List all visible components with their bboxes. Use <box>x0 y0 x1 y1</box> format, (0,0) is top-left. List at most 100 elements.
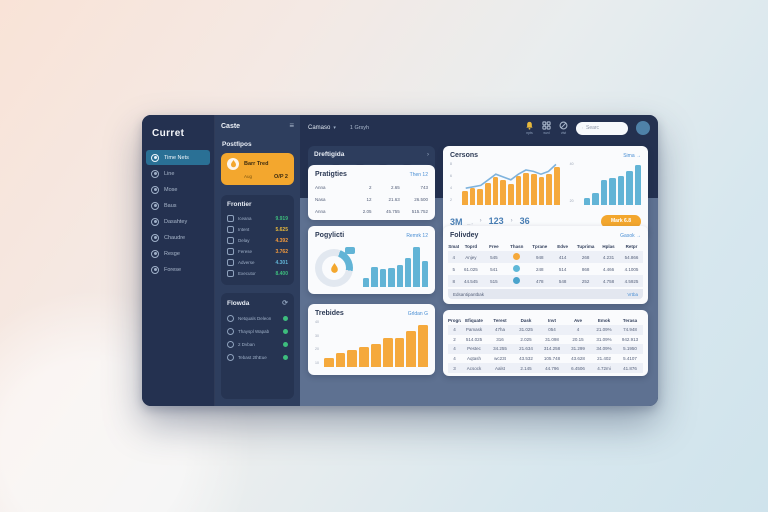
summary-table-card: Program Efiquate Terest Dask Invt Ave Emok Tera… <box>443 310 648 376</box>
metric-row[interactable]: Ferese 3.762 <box>227 246 288 257</box>
column-header: Free <box>489 243 499 249</box>
table-cell: 5.1950 <box>623 346 637 352</box>
table-cell: Pamask <box>465 327 483 333</box>
chart-bar <box>583 198 591 205</box>
footer-link[interactable]: Vrtba <box>627 291 638 297</box>
metric-value: 8.400 <box>275 270 288 277</box>
metric-row[interactable]: Executor 8.400 <box>227 268 288 279</box>
table-cell <box>505 277 528 285</box>
chart-bar <box>609 178 616 205</box>
metric-row[interactable]: Intent 5.625 <box>227 224 288 235</box>
column-header: Thasn <box>510 243 524 249</box>
table-cell: 54.866 <box>624 254 639 260</box>
search-box[interactable] <box>576 121 628 135</box>
table-cell: Aalst <box>494 365 505 371</box>
column-header: Toprd <box>464 243 478 249</box>
table-cell: 4 <box>453 346 456 352</box>
table-cell: 31.09% <box>596 336 612 342</box>
promo-card[interactable]: Barr Tred Aug O/P 2 <box>221 153 294 185</box>
table-cell: 21.402 <box>597 356 611 362</box>
sidebar-item[interactable]: Time Nets <box>146 150 210 165</box>
table-cell: 4.231 <box>602 254 615 260</box>
card-link[interactable]: Then 12 <box>409 172 428 178</box>
table-row[interactable]: 5 61.025 541 248 514 868 4.466 4.1005 <box>448 263 643 275</box>
table-row[interactable]: 8 44.545 515 478 548 252 4.758 4.5925 <box>448 275 643 287</box>
table-row[interactable]: 2 514.025 316 2.025 31.098 20.15 31.09% 942.913 <box>448 335 643 345</box>
stat-big: 36 <box>519 215 530 226</box>
metric-row[interactable]: Delay 4.392 <box>227 235 288 246</box>
chevron-right-icon: › <box>479 218 482 224</box>
metrics-list: Iceana 9.919 Intent 5.625 Delay 4.392 Ferese 3.… <box>227 213 288 279</box>
card-link[interactable]: Gasok → <box>620 233 641 239</box>
sidebar-item[interactable]: Baus <box>146 198 210 213</box>
column-header: Edve <box>557 243 569 249</box>
grid-icon[interactable]: wvd <box>542 121 551 135</box>
card-title: Cersons <box>450 152 479 159</box>
table-body: 4 Pamask 47ha 31.025 054 4 21.09% 74.948 2 514.02… <box>448 325 643 373</box>
table-cell: 4.5925 <box>624 278 639 284</box>
table-footer: Edsantipantbak Vrtba <box>448 289 643 299</box>
refresh-icon[interactable]: ⟳ <box>282 300 288 307</box>
metric-row[interactable]: Iceana 9.919 <box>227 213 288 224</box>
metric-icon <box>227 215 234 222</box>
flow-row[interactable]: 2 Dvban <box>227 338 288 351</box>
nav-item-icon <box>151 233 159 242</box>
sidebar-item[interactable]: Line <box>146 166 210 181</box>
table-cell: 31.098 <box>545 336 559 342</box>
card-link[interactable]: Grldan G <box>407 311 428 317</box>
column-header: Retpr <box>625 243 638 249</box>
table-cell: 942.913 <box>621 336 639 342</box>
table-row[interactable]: 4 Aqtash wc23t 43.532 105.748 43.628 21.402 5.4… <box>448 354 643 364</box>
chart-bar <box>546 174 553 205</box>
chart-bar <box>359 346 370 367</box>
card-link[interactable]: Remrk 12 <box>406 233 428 239</box>
flow-row[interactable]: Thayspl Wapab <box>227 325 288 338</box>
sidebar-item-label: Baus <box>164 202 177 209</box>
flow-row[interactable]: Netquals Deleon <box>227 312 288 325</box>
table-cell: 541 <box>490 266 498 272</box>
action-button[interactable]: Mark 6.8 <box>600 214 641 228</box>
table-cell: 054 <box>548 327 556 333</box>
sidebar-item[interactable]: Resge <box>146 246 210 261</box>
card-title: Pratigties <box>315 171 347 178</box>
flows-title: Flowda <box>227 299 250 307</box>
project-dropdown[interactable]: Camaso ▾ <box>308 125 336 131</box>
sidebar-item[interactable]: Chaudre <box>146 230 210 245</box>
flame-icon <box>227 158 239 170</box>
chart-bar <box>500 179 506 205</box>
table-row[interactable]: 3 Acsock Aalst 2.145 44.796 6.4506 4.72mi 41.87… <box>448 363 643 373</box>
search-input[interactable] <box>586 125 622 131</box>
chart-bar <box>515 175 522 205</box>
chart-bar <box>554 167 560 205</box>
metric-icon <box>227 259 234 266</box>
secondary-panel: Caste ≡ Postfipos Barr Tred Aug O/P 2 Fr… <box>215 115 300 406</box>
sidebar-item[interactable]: Dasahtey <box>146 214 210 229</box>
user-avatar[interactable] <box>636 121 650 135</box>
chart-bar <box>347 349 358 367</box>
table-cell: 316 <box>496 336 504 342</box>
table-row[interactable]: 4 Pamask 47ha 31.025 054 4 21.09% 74.948 <box>448 325 643 335</box>
card-link[interactable]: Sima → <box>623 153 641 159</box>
sidebar-item-label: Forese <box>164 266 182 273</box>
flow-label: Tebast 2thEue <box>238 355 267 360</box>
table-row[interactable]: 4 Pestec 34.255 21.634 314.258 31.299 34.09% 5.… <box>448 344 643 354</box>
table-cell: Aqtash <box>466 356 481 362</box>
bell-icon[interactable]: npts <box>525 121 534 135</box>
chart-bar <box>413 247 420 287</box>
table-row[interactable]: 4 Anjey 545 948 414 268 4.231 54.866 <box>448 251 643 263</box>
chevron-right-icon[interactable]: › <box>427 151 429 158</box>
menu-icon[interactable]: ≡ <box>289 121 294 130</box>
sidebar-item[interactable]: Forese <box>146 262 210 277</box>
table-cell: 21.63 <box>388 196 400 202</box>
topbar: Camaso ▾ 1 Grsyh npts wvd vlst <box>300 115 658 141</box>
search-icon <box>582 127 583 129</box>
table-cell: 248 <box>535 266 544 272</box>
stat-big: 123 <box>488 215 504 226</box>
column-header: Hplas <box>602 243 615 249</box>
column-header: Ave <box>573 317 583 323</box>
flows-card: Flowda ⟳ Netquals Deleon Thayspl Wapab 2 D… <box>221 293 294 399</box>
flow-row[interactable]: Tebast 2thEue <box>227 351 288 364</box>
help-icon[interactable]: vlst <box>559 121 568 135</box>
sidebar-item[interactable]: Mose <box>146 182 210 197</box>
metric-row[interactable]: Adverse 4.301 <box>227 257 288 268</box>
